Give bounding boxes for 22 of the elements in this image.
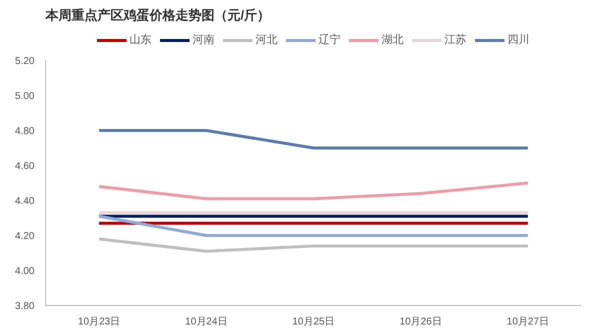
legend-label: 江苏 xyxy=(444,33,466,47)
legend-label: 四川 xyxy=(508,33,530,47)
y-tick-label: 4.20 xyxy=(15,231,35,242)
x-tick-label: 10月24日 xyxy=(185,316,228,328)
y-tick-label: 4.60 xyxy=(15,161,35,172)
y-tick-label: 3.80 xyxy=(15,301,35,312)
y-tick-label: 5.20 xyxy=(15,56,35,67)
legend-label: 河南 xyxy=(192,33,214,47)
x-tick-label: 10月25日 xyxy=(292,316,335,328)
line-series xyxy=(98,182,530,200)
y-tick-label: 4.40 xyxy=(15,196,35,207)
legend-label: 山东 xyxy=(130,32,152,47)
y-tick-label: 5.00 xyxy=(15,91,35,102)
x-tick-label: 10月26日 xyxy=(400,316,442,328)
x-tick-label: 10月27日 xyxy=(506,316,550,328)
x-tick-label: 10月23日 xyxy=(78,316,120,328)
legend-label: 辽宁 xyxy=(318,32,340,47)
y-tick-label: 4.00 xyxy=(15,266,35,277)
y-tick-label: 4.80 xyxy=(15,126,35,137)
legend-label: 河北 xyxy=(256,33,278,47)
legend-label: 湖北 xyxy=(382,33,404,47)
chart-title: 本周重点产区鸡蛋价格走势图（元/斤） xyxy=(44,8,270,22)
